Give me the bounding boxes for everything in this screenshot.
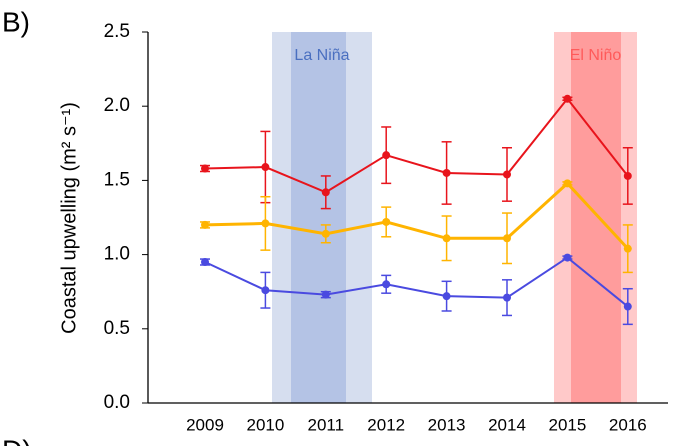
y-axis-label: Coastal upwelling (m² s⁻¹) [58, 102, 80, 334]
series-line [204, 181, 629, 250]
y-tick-label: 0.5 [104, 318, 130, 339]
x-tick-label: 2009 [186, 415, 224, 434]
data-point [382, 217, 391, 226]
data-point [382, 280, 391, 289]
annotation: La Niña [294, 47, 349, 64]
y-tick-label: 1.5 [104, 169, 130, 190]
series-line [204, 256, 629, 308]
data-point [201, 258, 209, 267]
data-point [321, 229, 330, 238]
x-tick-label: 2016 [609, 415, 647, 434]
data-point [623, 244, 632, 253]
series-line [204, 97, 629, 194]
y-tick-label: 2.5 [104, 21, 130, 42]
data-point [623, 171, 632, 180]
y-tick-label: 2.0 [104, 95, 130, 116]
x-tick-label: 2013 [428, 415, 466, 434]
data-point [563, 253, 572, 262]
data-point [503, 293, 511, 302]
data-point [261, 286, 270, 295]
y-tick-label: 0.0 [104, 392, 130, 413]
period-band-core [291, 32, 346, 403]
data-point [563, 179, 572, 188]
x-tick-label: 2012 [367, 415, 405, 434]
data-point [201, 164, 209, 173]
panel-label: B) [2, 6, 30, 37]
data-point [261, 163, 270, 172]
data-point [261, 219, 270, 228]
data-point [382, 151, 391, 160]
data-point [442, 292, 451, 301]
data-point [321, 290, 330, 299]
data-point [623, 302, 632, 311]
x-tick-label: 2015 [548, 415, 586, 434]
x-tick-label: 2010 [246, 415, 284, 434]
next-panel-label: D) [2, 434, 32, 446]
annotation: El Niño [570, 47, 622, 64]
data-point [563, 94, 572, 103]
y-tick-label: 1.0 [104, 244, 130, 265]
x-tick-label: 2011 [308, 415, 345, 434]
data-point [201, 220, 209, 229]
data-point [442, 168, 451, 177]
data-point [503, 170, 511, 179]
data-point [503, 234, 511, 243]
x-tick-label: 2014 [488, 415, 526, 434]
data-point [321, 188, 330, 197]
period-band-core [571, 32, 621, 403]
data-point [442, 234, 451, 243]
